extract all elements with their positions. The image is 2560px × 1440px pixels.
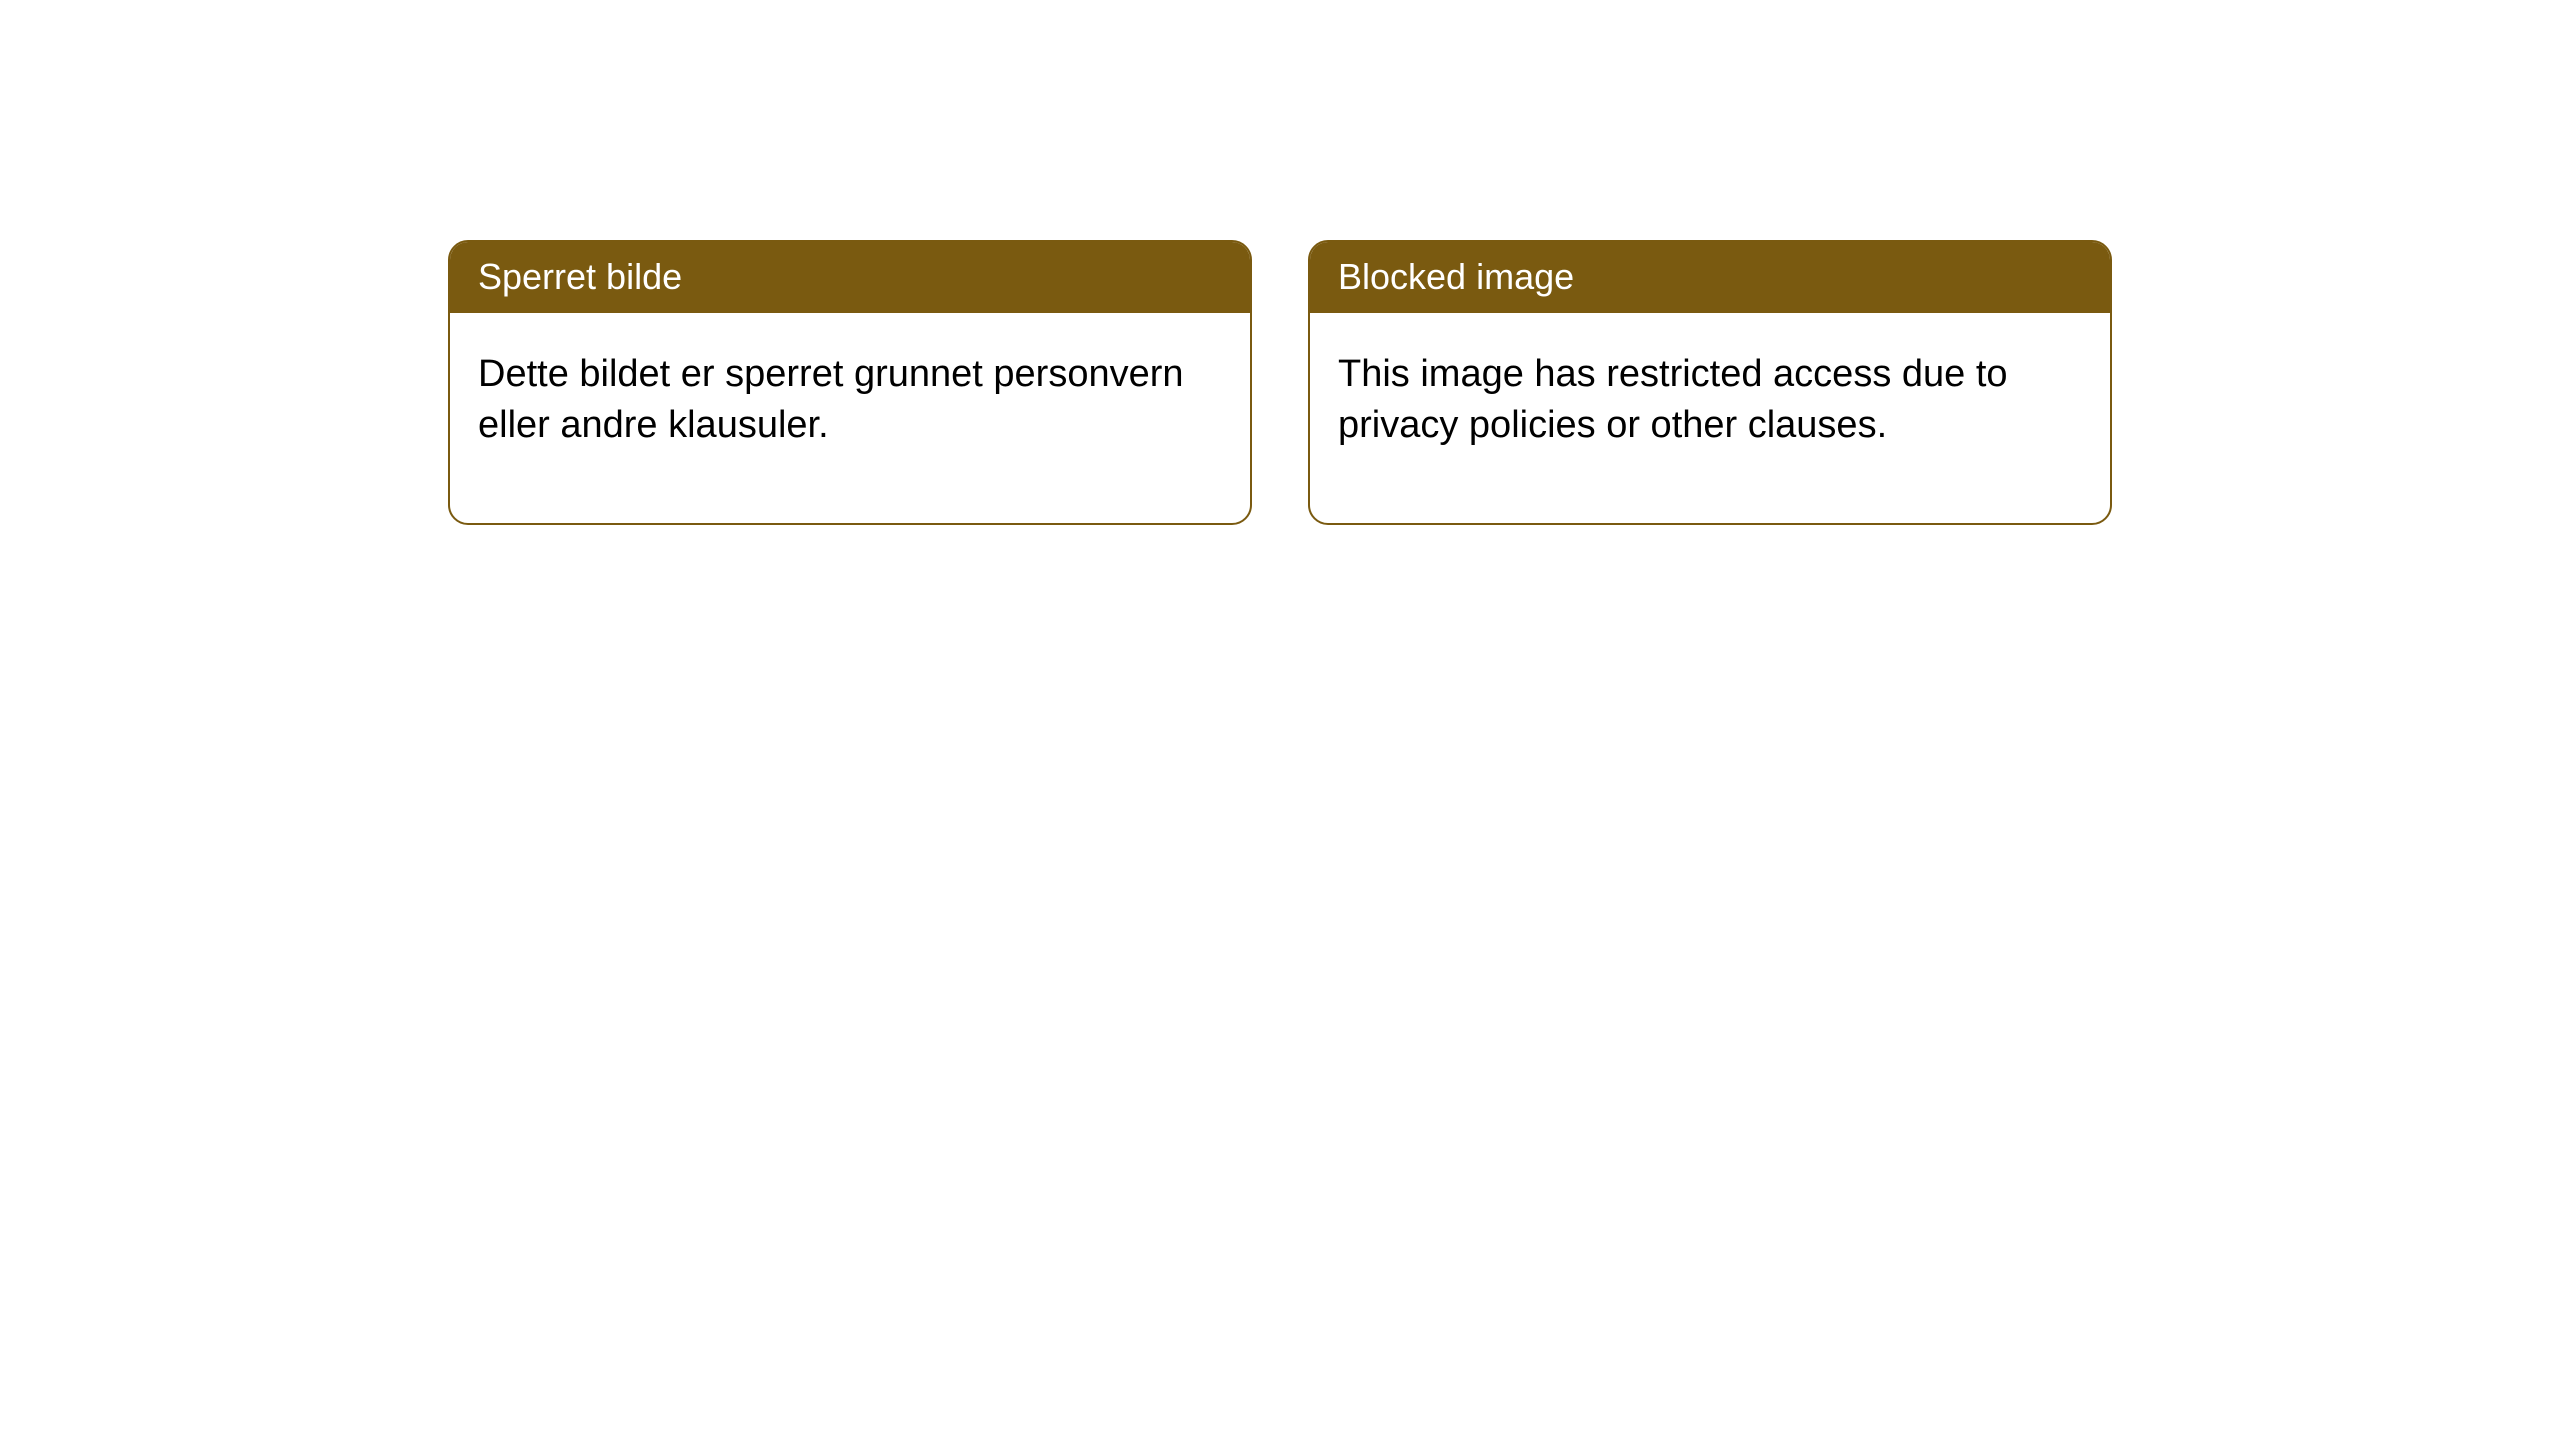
notice-container: Sperret bilde Dette bildet er sperret gr… bbox=[0, 0, 2560, 525]
notice-card-english: Blocked image This image has restricted … bbox=[1308, 240, 2112, 525]
notice-title-norwegian: Sperret bilde bbox=[450, 242, 1250, 313]
notice-body-english: This image has restricted access due to … bbox=[1310, 313, 2110, 524]
notice-body-norwegian: Dette bildet er sperret grunnet personve… bbox=[450, 313, 1250, 524]
notice-card-norwegian: Sperret bilde Dette bildet er sperret gr… bbox=[448, 240, 1252, 525]
notice-title-english: Blocked image bbox=[1310, 242, 2110, 313]
